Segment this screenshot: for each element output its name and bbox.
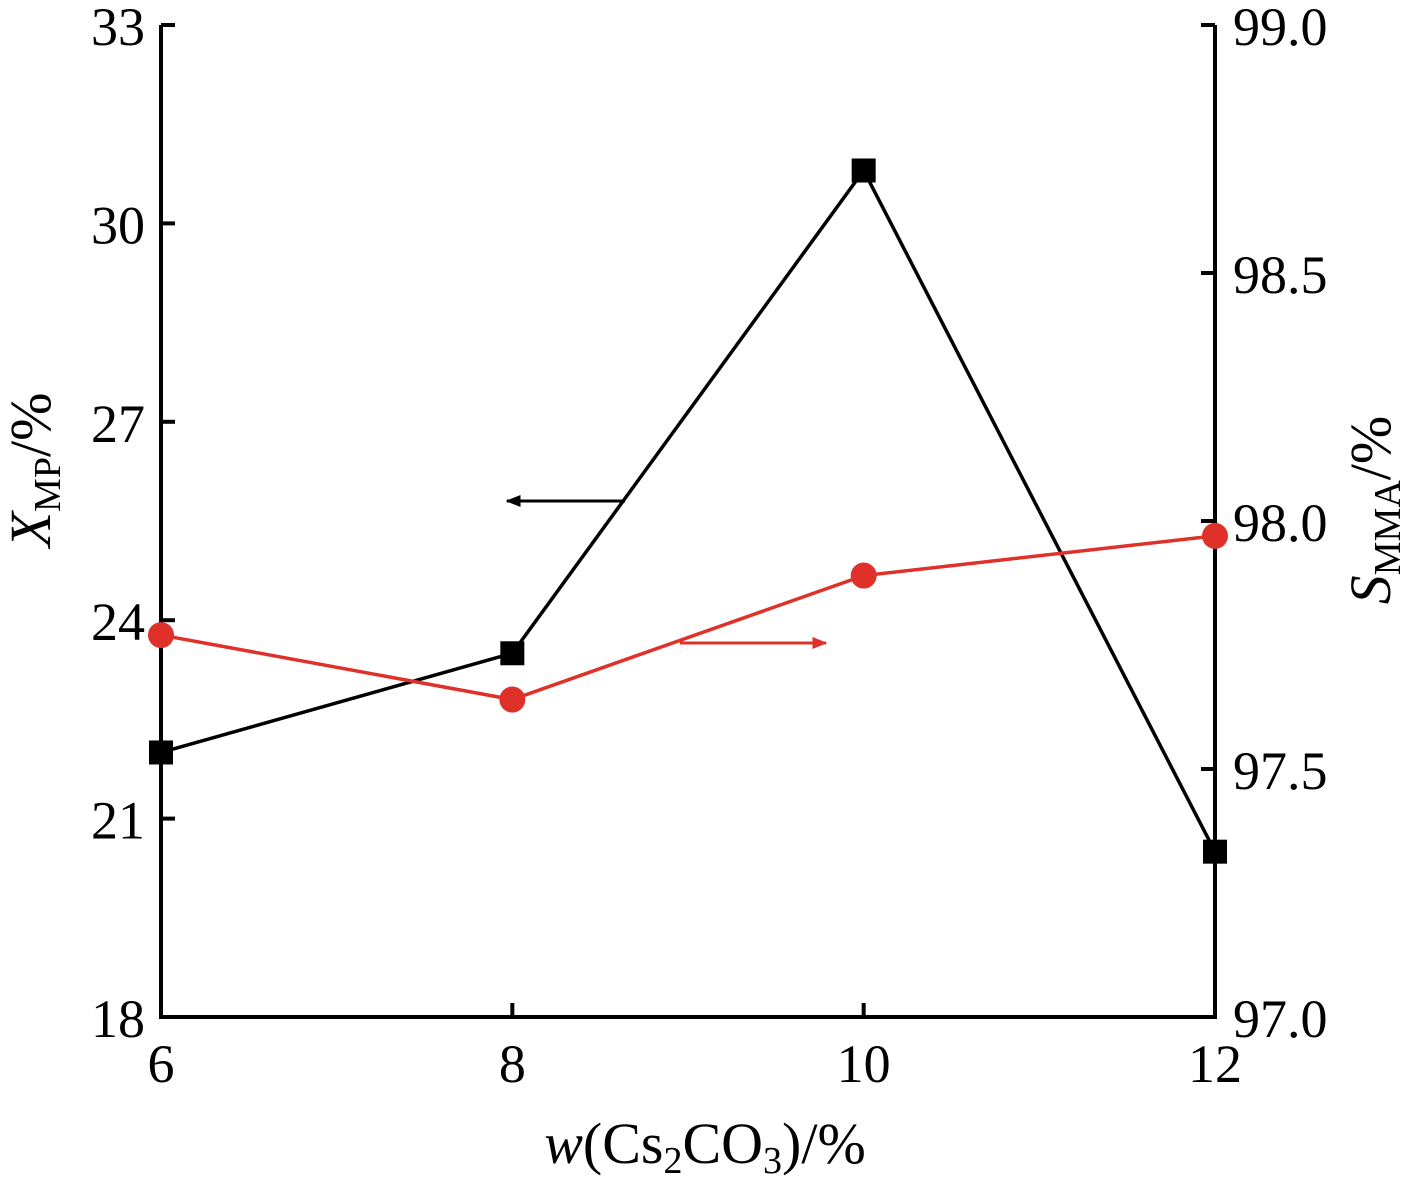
left-axis-title-post: /% <box>0 393 63 457</box>
right-y-tick-label: 97.5 <box>1233 741 1328 801</box>
left-axis-title-sub: MP <box>27 457 69 512</box>
left-series-point <box>149 740 173 765</box>
right-axis-title: SMMA/% <box>1338 416 1409 604</box>
left-y-tick-label: 33 <box>91 0 145 57</box>
right-axis-title-sub: MMA <box>1367 480 1409 576</box>
x-axis-title-sub1: 2 <box>663 1140 682 1181</box>
annotations <box>505 495 828 649</box>
x-tick-label: 12 <box>1188 1034 1242 1094</box>
left-y-tick-label: 27 <box>91 394 145 454</box>
x-axis-title-mid: CO <box>682 1111 763 1176</box>
right-series-point <box>148 622 174 649</box>
x-axis-title-post: )/% <box>782 1111 866 1176</box>
right-series-point <box>850 562 877 589</box>
left-series-point <box>1203 839 1227 864</box>
left-series-point <box>500 641 525 666</box>
x-axis-title: w(Cs2CO3)/% <box>544 1111 866 1181</box>
right-y-tick-label: 98.0 <box>1233 493 1328 553</box>
left-series-point <box>851 158 876 183</box>
left-y-tick-label: 21 <box>91 791 145 851</box>
left-axis-title-main: X <box>0 509 63 549</box>
right-series-point <box>499 686 526 713</box>
series <box>148 158 1228 864</box>
x-axis-title-italic: w <box>544 1111 583 1176</box>
left-y-tick-label: 18 <box>91 989 145 1049</box>
right-axis-title-main: S <box>1338 575 1403 604</box>
left-y-tick-label: 30 <box>91 195 145 255</box>
x-axis-title-sub2: 3 <box>763 1140 782 1181</box>
axes <box>159 25 1217 1019</box>
x-tick-label: 8 <box>499 1034 526 1094</box>
right-y-tick-label: 99.0 <box>1233 0 1328 57</box>
right-series-point <box>1202 522 1228 549</box>
right-y-tick-label: 98.5 <box>1233 245 1328 305</box>
right-axis-title-post: /% <box>1338 416 1403 480</box>
x-axis-title-pre: (Cs <box>583 1111 664 1176</box>
right-y-tick-label: 97.0 <box>1233 989 1328 1049</box>
ticks: 6 8 10 12 18 21 24 27 30 33 97.0 97.5 98.0 98.5 99.0 <box>91 0 1328 1094</box>
left-series-line <box>160 167 1217 853</box>
x-tick-label: 10 <box>837 1034 891 1094</box>
right-series-line <box>160 534 1216 702</box>
left-axis-title: XMP/% <box>0 393 69 550</box>
x-tick-label: 6 <box>148 1034 175 1094</box>
left-y-tick-label: 24 <box>91 592 145 652</box>
